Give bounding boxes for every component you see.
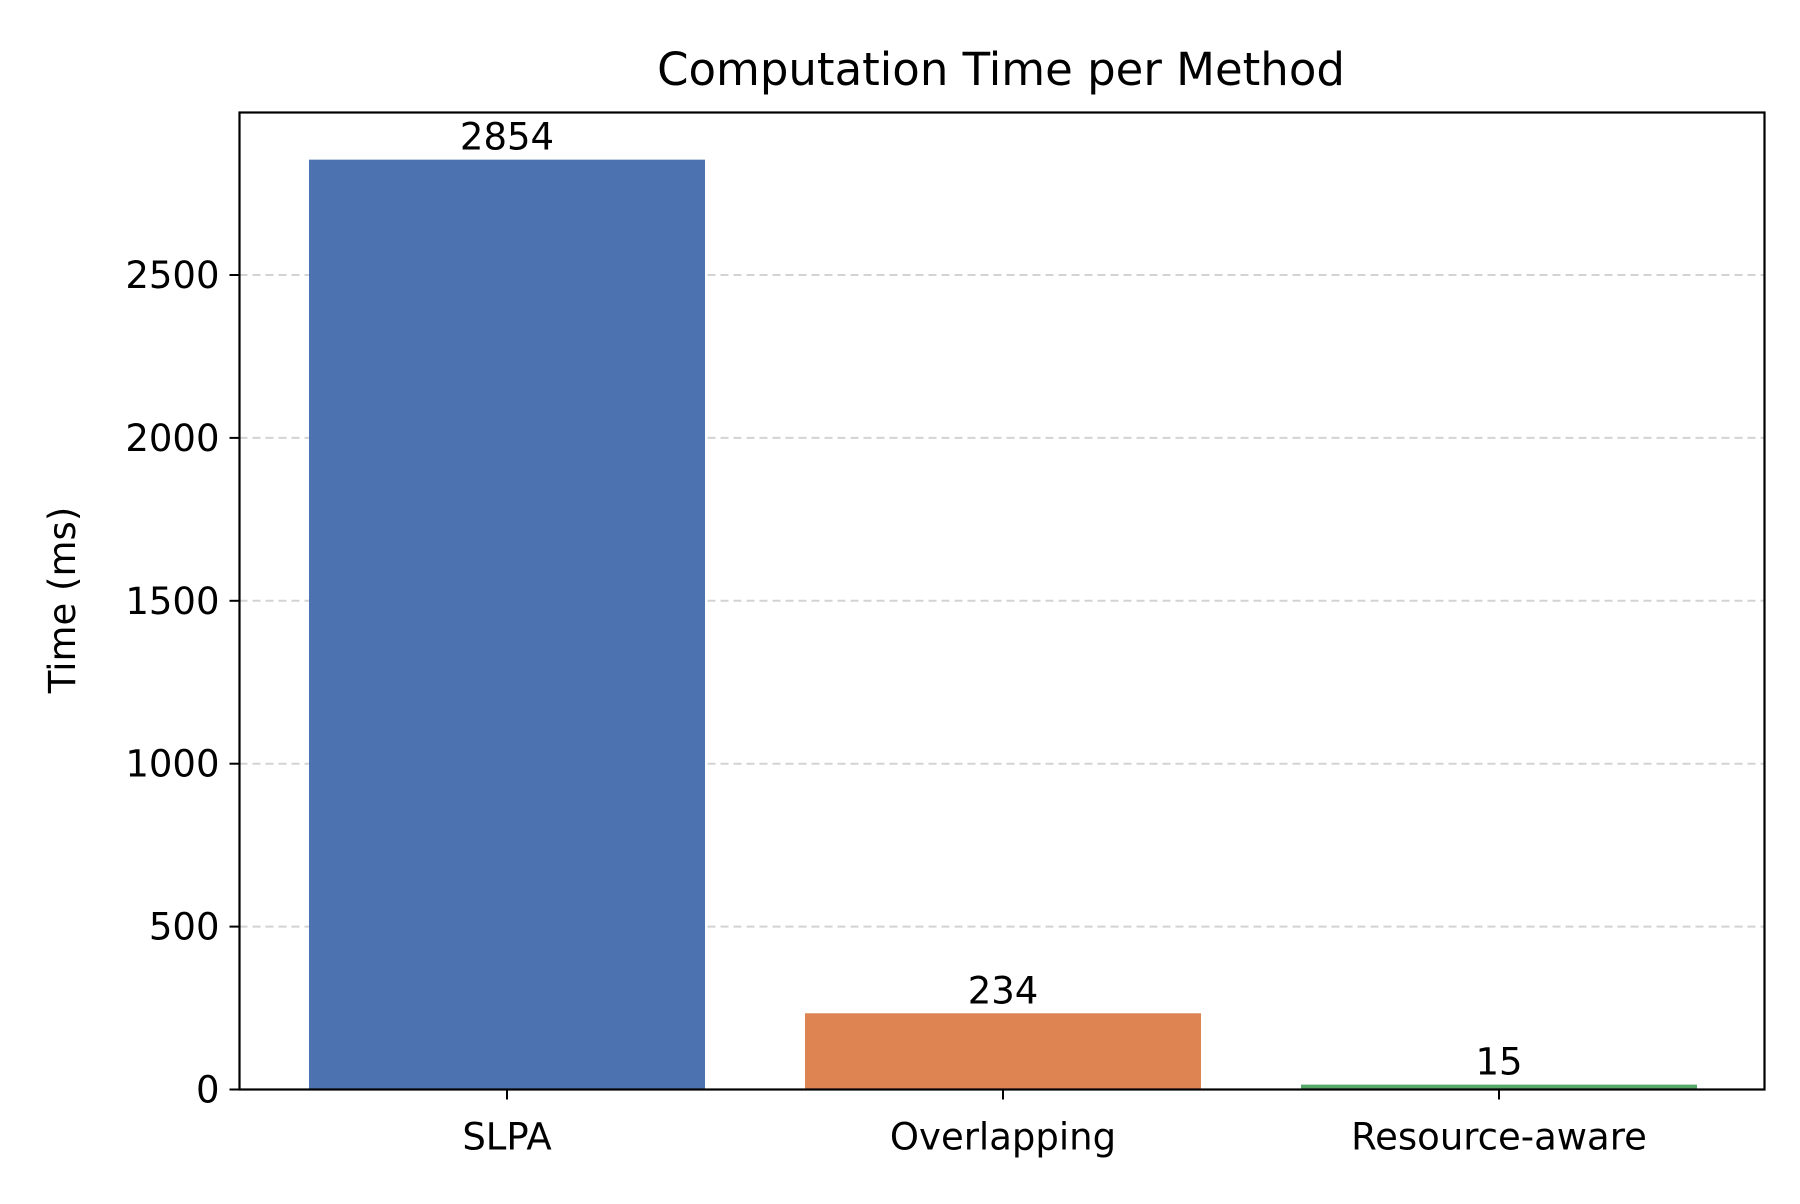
x-tick-label: Resource-aware: [1351, 1116, 1647, 1159]
value-labels: 2854 234 15: [460, 116, 1523, 1084]
y-tick-label: 2500: [125, 254, 219, 297]
bar-resource-aware: [1301, 1084, 1697, 1090]
bar-value-label: 2854: [460, 116, 554, 159]
y-tick-label: 500: [149, 906, 220, 949]
x-axis: SLPA Overlapping Resource-aware: [462, 1089, 1647, 1159]
y-tick-label: 1500: [125, 580, 219, 623]
bar-overlapping: [805, 1013, 1201, 1090]
bar-value-label: 234: [968, 969, 1039, 1012]
y-axis: 0 500 1000 1500 2000 2500: [125, 254, 240, 1112]
y-tick-label: 2000: [125, 417, 219, 460]
x-tick-label: Overlapping: [890, 1116, 1116, 1159]
bar-value-label: 15: [1475, 1041, 1522, 1084]
y-tick-label: 1000: [125, 743, 219, 786]
y-tick-label: 0: [196, 1069, 220, 1112]
bars: [309, 159, 1697, 1090]
y-axis-label: Time (ms): [41, 507, 84, 695]
bar-slpa: [309, 159, 705, 1090]
chart-title: Computation Time per Method: [657, 43, 1345, 96]
plot-frame: [238, 111, 1766, 1091]
x-tick-label: SLPA: [462, 1116, 551, 1159]
